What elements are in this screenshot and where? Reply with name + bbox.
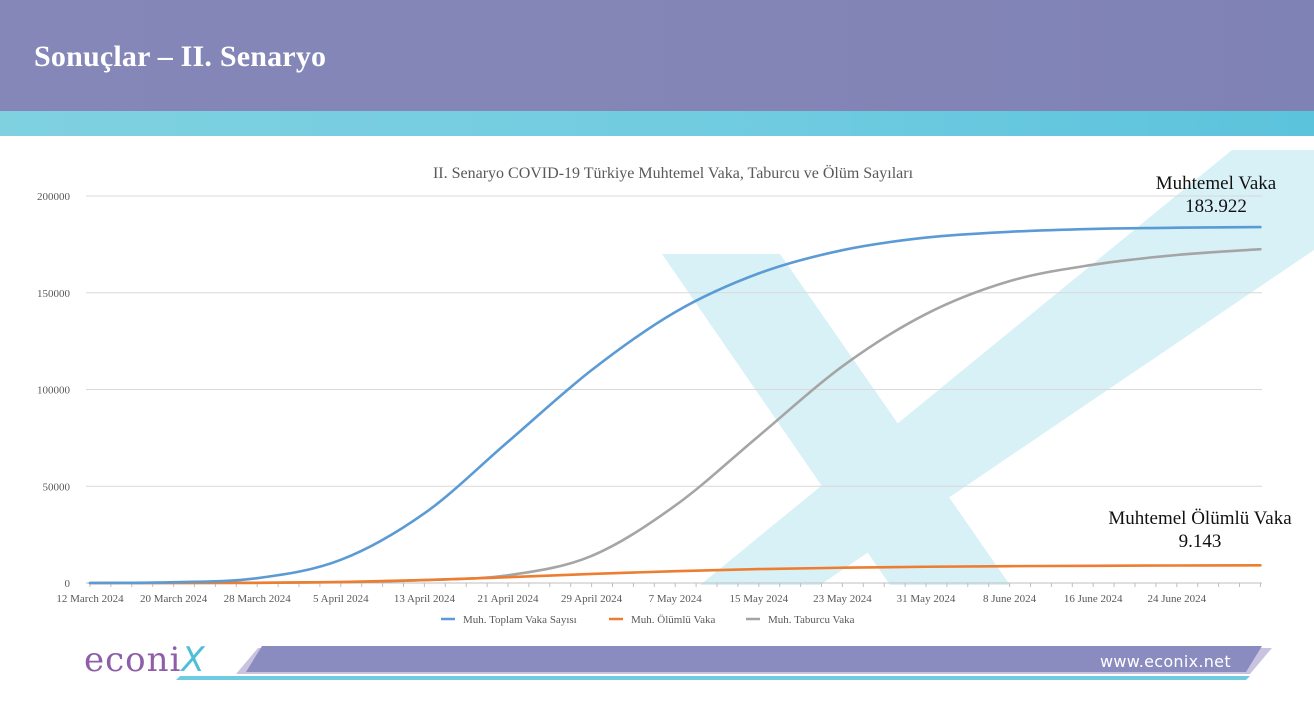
y-tick-label: 50000 [43, 481, 71, 493]
x-tick-label: 28 March 2024 [224, 593, 292, 605]
x-axis-ticks: 12 March 2024 20 March 2024 28 March 2024 5… [56, 583, 1261, 605]
logo-text: econi [84, 640, 182, 680]
line-chart: II. Senaryo COVID-19 Türkiye Muhtemel Va… [37, 150, 1314, 626]
x-tick-label: 13 April 2024 [394, 593, 456, 605]
x-tick-label: 29 April 2024 [561, 593, 623, 605]
y-axis-ticks: 0 50000 100000 150000 200000 [37, 191, 71, 590]
x-tick-label: 7 May 2024 [649, 593, 703, 605]
footer-band [176, 646, 1272, 680]
chart-legend: Muh. Toplam Vaka Sayısı Muh. Ölümlü Vaka M… [441, 614, 855, 626]
slide-footer: econiX www.econix.net [0, 636, 1314, 727]
econix-logo: econiX [84, 640, 206, 680]
legend-label: Muh. Ölümlü Vaka [631, 614, 716, 626]
series-line-0 [88, 225, 1262, 585]
annotation-label: Muhtemel Ölümlü Vaka [1108, 508, 1292, 529]
x-tick-label: 31 May 2024 [897, 593, 956, 605]
y-tick-label: 200000 [37, 191, 71, 203]
header-accent-stripe [0, 111, 1314, 136]
x-tick-label: 20 March 2024 [140, 593, 208, 605]
watermark-x-logo [662, 150, 1314, 585]
slide-header: Sonuçlar – II. Senaryo [0, 0, 1314, 111]
logo-x-mark: X [181, 640, 206, 680]
y-tick-label: 0 [65, 578, 71, 590]
annotation-value: 9.143 [1179, 531, 1222, 552]
series-line-1 [88, 564, 1262, 585]
x-tick-label: 16 June 2024 [1064, 593, 1123, 605]
x-tick-label: 24 June 2024 [1147, 593, 1206, 605]
y-tick-label: 150000 [37, 288, 71, 300]
x-tick-label: 23 May 2024 [813, 593, 872, 605]
y-tick-label: 100000 [37, 385, 71, 397]
watermark-stroke-2 [700, 150, 1314, 585]
legend-label: Muh. Taburcu Vaka [768, 614, 855, 626]
website-link[interactable]: www.econix.net [1100, 652, 1231, 671]
chart-series-lines [88, 225, 1262, 585]
x-tick-label: 12 March 2024 [56, 593, 124, 605]
x-tick-label: 15 May 2024 [729, 593, 788, 605]
chart-title: II. Senaryo COVID-19 Türkiye Muhtemel Va… [433, 164, 914, 182]
annotation-value: 183.922 [1185, 196, 1247, 217]
annotation-label: Muhtemel Vaka [1156, 173, 1277, 194]
x-tick-label: 8 June 2024 [983, 593, 1037, 605]
legend-label: Muh. Toplam Vaka Sayısı [463, 614, 577, 626]
x-tick-label: 5 April 2024 [313, 593, 369, 605]
slide-title: Sonuçlar – II. Senaryo [34, 40, 327, 73]
x-tick-label: 21 April 2024 [477, 593, 539, 605]
